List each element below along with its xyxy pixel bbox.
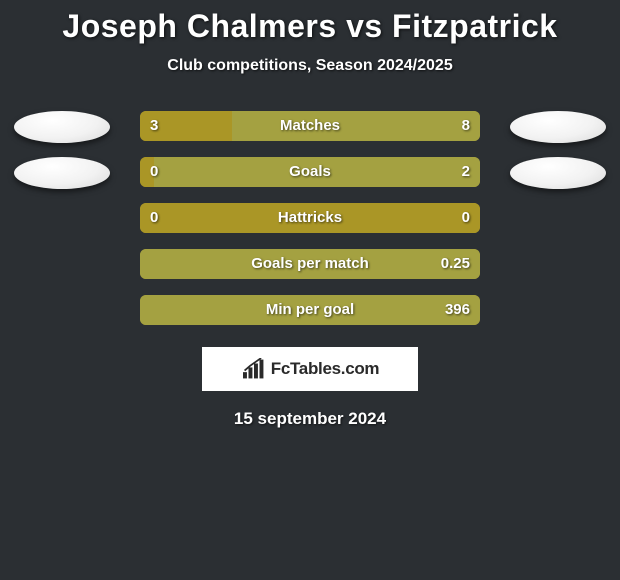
vs-text: vs bbox=[346, 8, 383, 44]
logo-text: FcTables.com bbox=[271, 359, 380, 379]
left-value: 3 bbox=[150, 111, 158, 141]
player2-avatar bbox=[510, 111, 606, 143]
bar-right bbox=[140, 295, 480, 325]
bar-right bbox=[232, 111, 480, 141]
left-value: 0 bbox=[150, 203, 158, 233]
comparison-row: 0.25Goals per match bbox=[0, 241, 620, 287]
page-title: Joseph Chalmers vs Fitzpatrick bbox=[0, 0, 620, 45]
player1-name: Joseph Chalmers bbox=[62, 8, 336, 44]
subtitle: Club competitions, Season 2024/2025 bbox=[0, 57, 620, 75]
bar-left bbox=[140, 203, 480, 233]
right-value: 0 bbox=[462, 203, 470, 233]
bar-track: 0.25Goals per match bbox=[140, 249, 480, 279]
player2-avatar bbox=[510, 157, 606, 189]
bar-right bbox=[154, 157, 480, 187]
comparison-bars: 38Matches02Goals00Hattricks0.25Goals per… bbox=[0, 103, 620, 333]
right-value: 8 bbox=[462, 111, 470, 141]
right-value: 396 bbox=[445, 295, 470, 325]
player1-avatar bbox=[14, 157, 110, 189]
bar-track: 396Min per goal bbox=[140, 295, 480, 325]
bar-track: 02Goals bbox=[140, 157, 480, 187]
bar-track: 38Matches bbox=[140, 111, 480, 141]
right-value: 0.25 bbox=[441, 249, 470, 279]
comparison-row: 396Min per goal bbox=[0, 287, 620, 333]
player1-avatar bbox=[14, 111, 110, 143]
comparison-row: 02Goals bbox=[0, 149, 620, 195]
logo-box: FcTables.com bbox=[202, 347, 418, 391]
player2-name: Fitzpatrick bbox=[392, 8, 558, 44]
date-text: 15 september 2024 bbox=[0, 409, 620, 429]
right-value: 2 bbox=[462, 157, 470, 187]
comparison-row: 38Matches bbox=[0, 103, 620, 149]
chart-icon bbox=[241, 358, 267, 380]
comparison-row: 00Hattricks bbox=[0, 195, 620, 241]
bar-right bbox=[140, 249, 480, 279]
left-value: 0 bbox=[150, 157, 158, 187]
bar-track: 00Hattricks bbox=[140, 203, 480, 233]
